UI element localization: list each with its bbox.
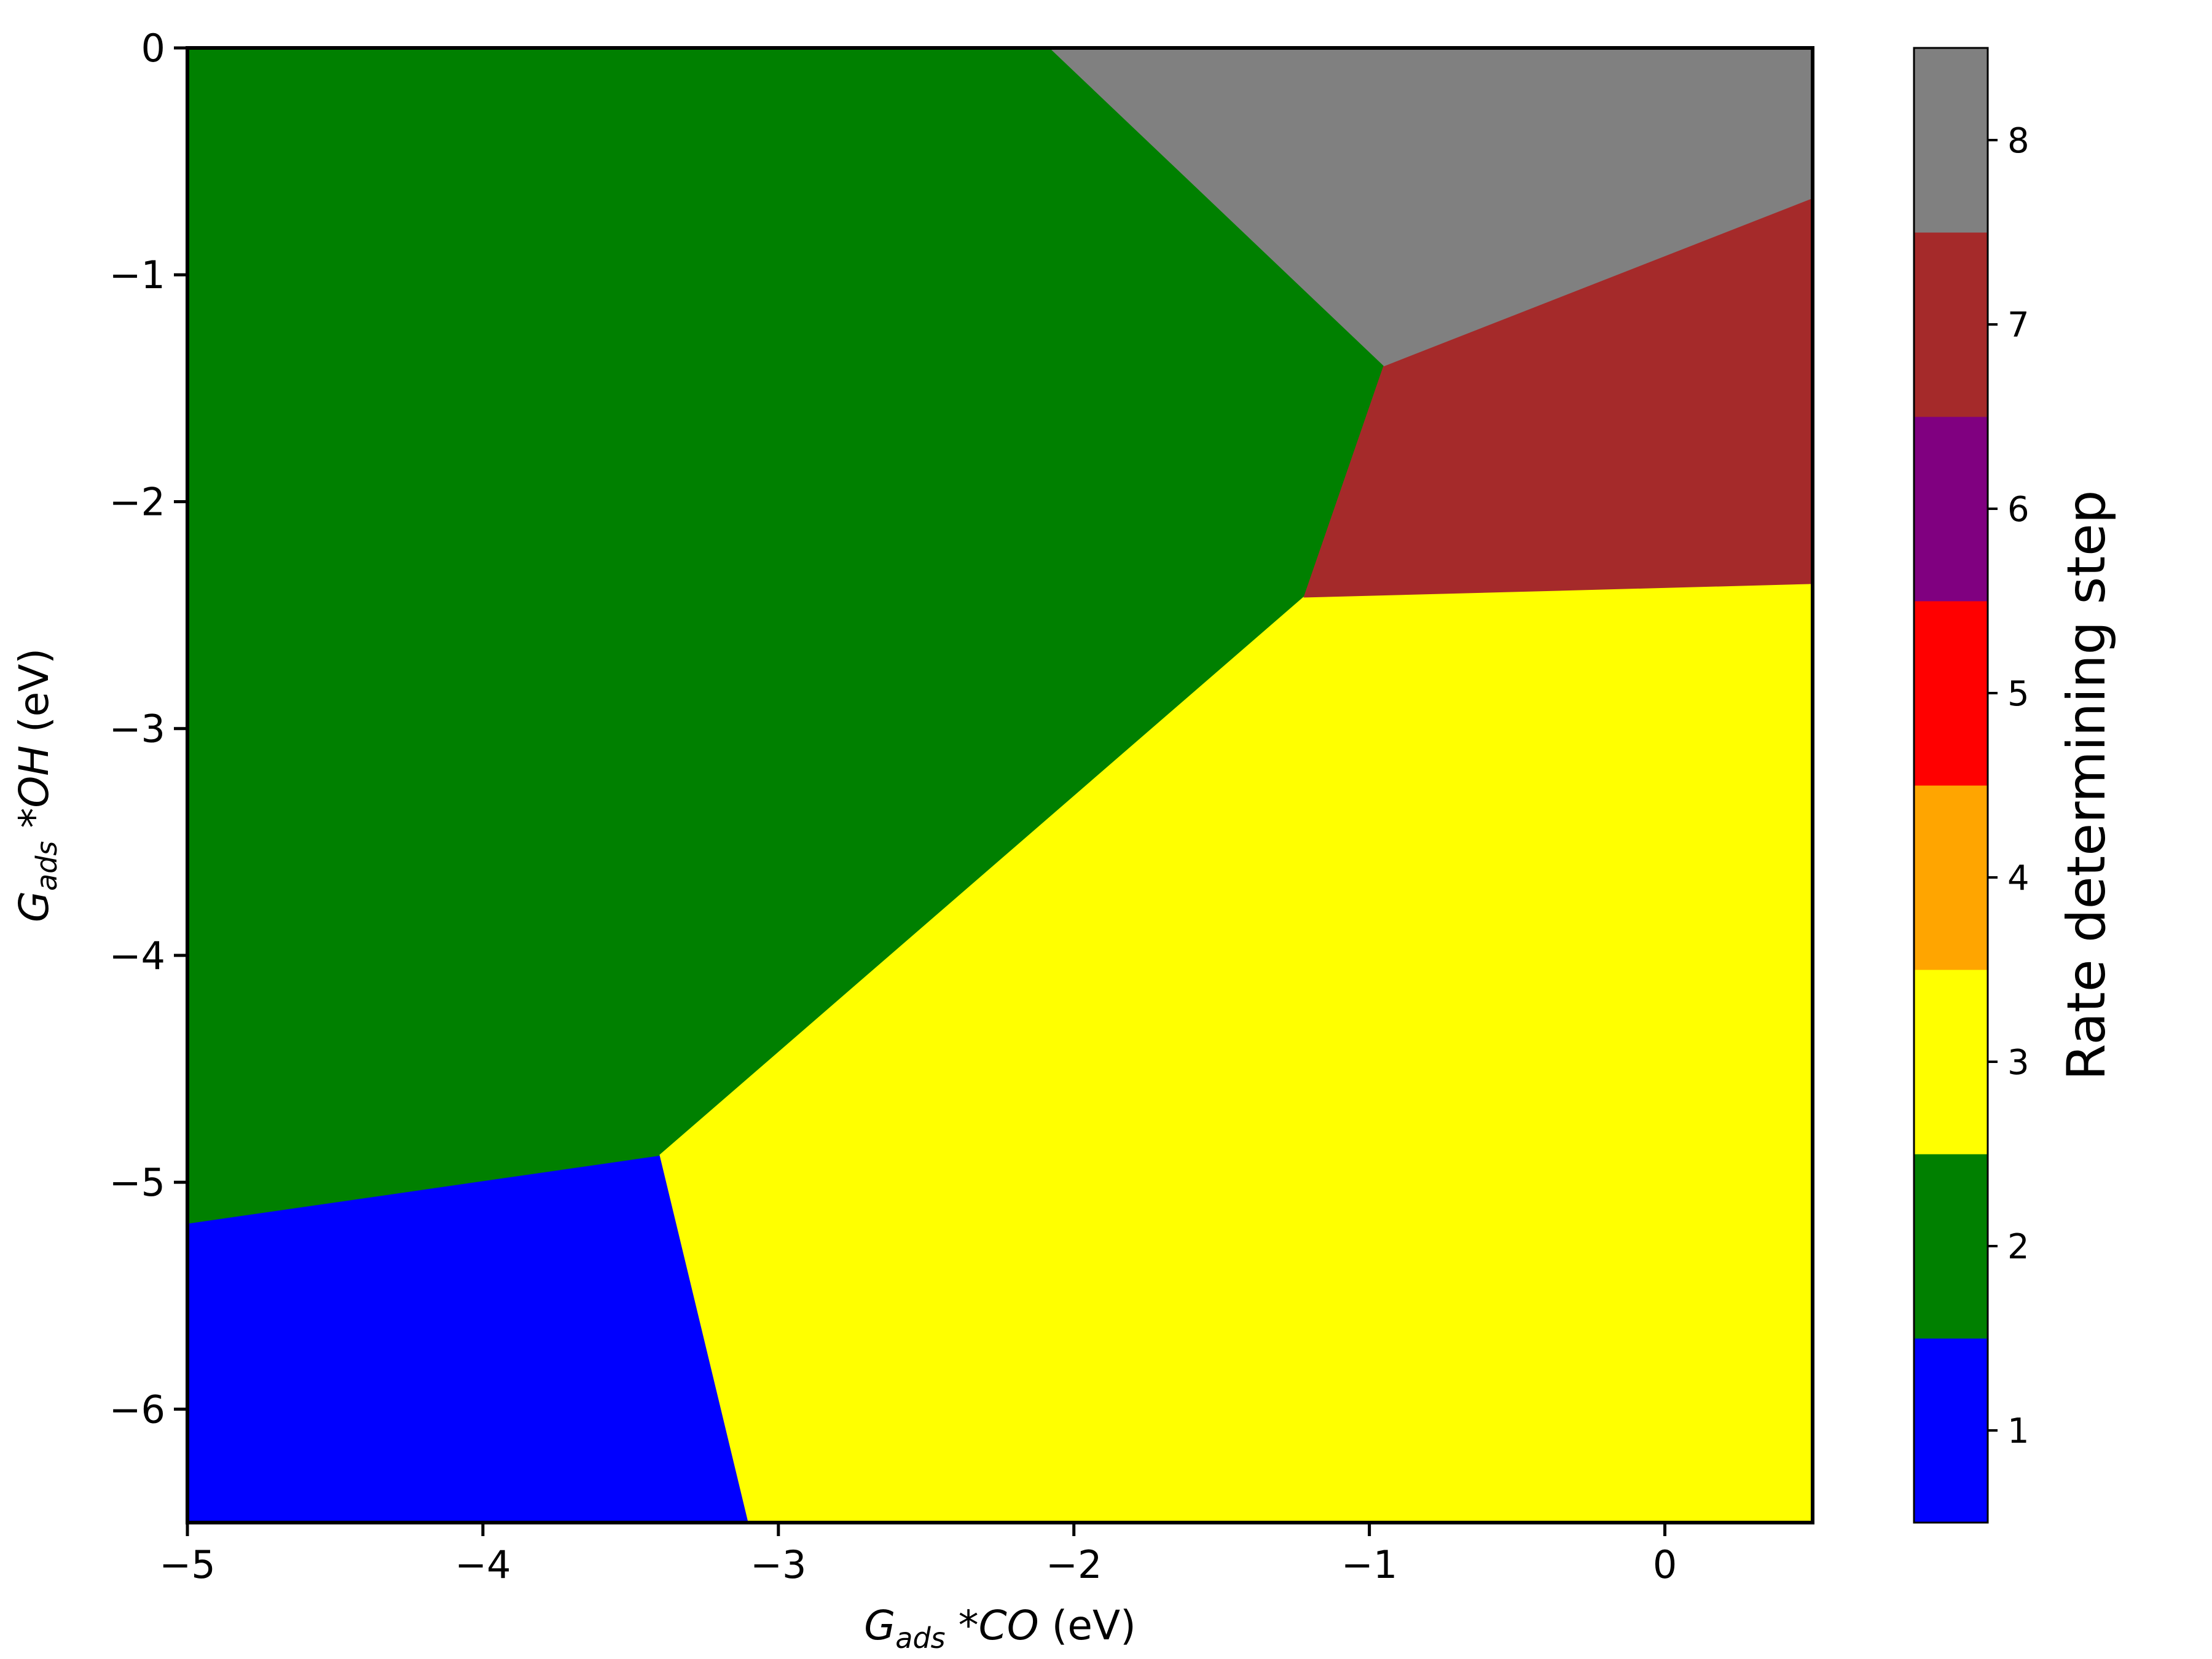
- y-tick-label: −5: [109, 1160, 165, 1205]
- colorbar-segment-3: [1914, 970, 1988, 1155]
- x-axis: −5 −4 −3 −2 −1 0: [159, 1523, 1677, 1587]
- y-axis-label-symbol: G: [10, 891, 58, 922]
- colorbar-segment-7: [1914, 232, 1988, 417]
- plot-frame: [186, 46, 1814, 1524]
- y-tick-label: −3: [109, 707, 165, 751]
- y-tick-label: 0: [141, 26, 165, 71]
- y-axis: 0 −1 −2 −3 −4 −5 −6: [109, 26, 187, 1432]
- colorbar-tick-label: 7: [2007, 305, 2030, 345]
- colorbar-tick-label: 3: [2007, 1043, 2030, 1083]
- colorbar-segment-6: [1914, 417, 1988, 602]
- colorbar-tick-label: 4: [2007, 858, 2030, 898]
- x-axis-label: Gads *CO (eV): [864, 1602, 1136, 1655]
- y-axis-label: Gads *OH (eV): [10, 648, 63, 922]
- colorbar-frame: [1913, 47, 1989, 1524]
- x-tick-label: −1: [1341, 1542, 1397, 1587]
- x-tick-label: 0: [1653, 1542, 1677, 1587]
- x-tick-label: −2: [1046, 1542, 1102, 1587]
- y-tick-label: −4: [109, 933, 165, 978]
- colorbar-tick-label: 1: [2007, 1411, 2030, 1451]
- colorbar-label: Rate determining step: [2056, 490, 2117, 1080]
- y-axis-label-unit: (eV): [10, 648, 58, 745]
- y-tick-label: −6: [109, 1387, 165, 1432]
- y-tick-label: −1: [109, 253, 165, 297]
- y-axis-label-star: *: [10, 808, 58, 841]
- x-axis-label-species: CO: [979, 1602, 1039, 1649]
- colorbar-segment-1: [1914, 1338, 1988, 1523]
- colorbar: 1 2 3 4 5 6 7 8 Rate determining step: [1913, 47, 2117, 1524]
- x-axis-label-symbol: G: [864, 1602, 895, 1649]
- x-axis-label-unit: (eV): [1039, 1602, 1136, 1649]
- x-axis-label-star: *: [946, 1602, 979, 1649]
- colorbar-segment-4: [1914, 785, 1988, 970]
- x-tick-label: −4: [455, 1542, 511, 1587]
- y-axis-label-subscript: ads: [30, 841, 63, 891]
- y-axis-label-species: OH: [10, 745, 58, 808]
- colorbar-segments: [1914, 48, 1988, 1523]
- x-tick-label: −5: [159, 1542, 215, 1587]
- colorbar-tick-label: 6: [2007, 490, 2030, 530]
- colorbar-segment-5: [1914, 601, 1988, 786]
- colorbar-segment-2: [1914, 1154, 1988, 1339]
- plot-area: [187, 47, 1813, 1523]
- x-axis-label-subscript: ads: [895, 1622, 945, 1655]
- colorbar-tick-label: 2: [2007, 1227, 2030, 1267]
- x-tick-label: −3: [750, 1542, 806, 1587]
- colorbar-tick-label: 8: [2007, 121, 2030, 161]
- colorbar-ticks: 1 2 3 4 5 6 7 8: [1988, 121, 2030, 1451]
- colorbar-segment-8: [1914, 48, 1988, 233]
- colorbar-tick-label: 5: [2007, 674, 2030, 714]
- y-tick-label: −2: [109, 479, 165, 524]
